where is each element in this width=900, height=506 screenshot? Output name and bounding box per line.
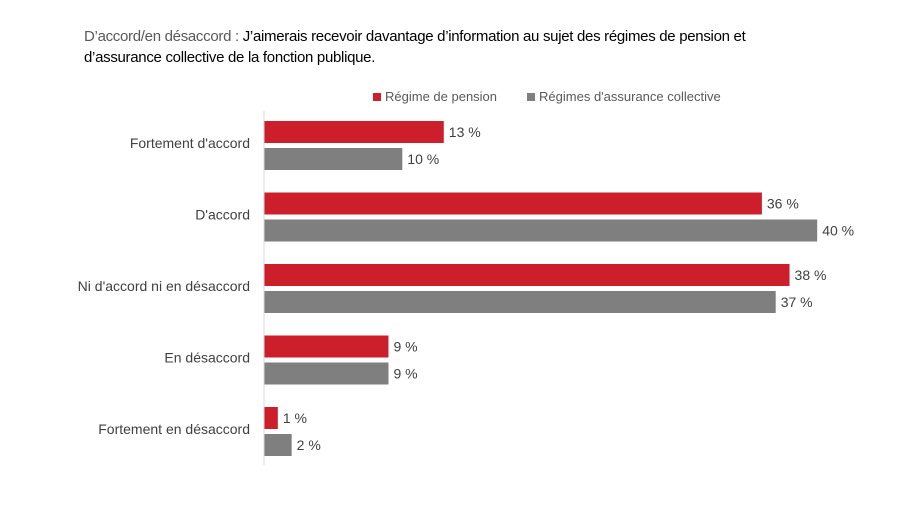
legend-label: Régime de pension xyxy=(385,89,498,104)
data-label: 38 % xyxy=(795,267,827,283)
bar xyxy=(264,434,292,456)
bar xyxy=(264,192,762,215)
data-label: 9 % xyxy=(393,366,417,382)
bar xyxy=(264,362,389,385)
bar xyxy=(264,291,776,313)
legend-item-pension: Régime de pension xyxy=(373,89,497,104)
bar xyxy=(264,335,389,358)
category-label: Fortement en désaccord xyxy=(98,421,250,437)
category-label: Ni d'accord ni en désaccord xyxy=(78,278,250,294)
bar xyxy=(264,148,403,170)
data-label: 1 % xyxy=(283,410,307,426)
legend-item-assurance: Régimes d'assurance collective xyxy=(527,89,721,104)
data-label: 36 % xyxy=(767,196,799,212)
title-main: J’aimerais recevoir davantage d’informat… xyxy=(84,28,746,66)
chart-title: D’accord/en désaccord : J’aimerais recev… xyxy=(84,26,824,68)
bar xyxy=(264,407,278,429)
category-label: Fortement d'accord xyxy=(130,135,250,151)
legend-swatch xyxy=(527,92,536,101)
data-label: 40 % xyxy=(822,223,854,239)
bar xyxy=(264,121,444,143)
data-label: 13 % xyxy=(449,124,481,140)
category-label: D'accord xyxy=(195,207,250,223)
legend: Régime de pension Régimes d'assurance co… xyxy=(373,89,721,104)
legend-label: Régimes d'assurance collective xyxy=(539,89,721,104)
data-label: 9 % xyxy=(393,339,417,355)
category-label: En désaccord xyxy=(164,350,250,366)
data-label: 10 % xyxy=(407,151,439,167)
title-prefix: D’accord/en désaccord : xyxy=(84,28,243,45)
data-label: 2 % xyxy=(297,437,321,453)
bar xyxy=(264,264,790,286)
bar xyxy=(264,219,818,242)
data-label: 37 % xyxy=(781,294,813,310)
legend-swatch xyxy=(373,92,381,101)
